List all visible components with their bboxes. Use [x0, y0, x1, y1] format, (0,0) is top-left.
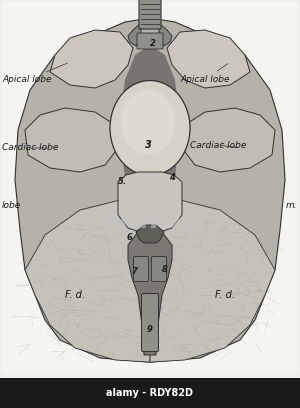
Text: Apical lobe: Apical lobe	[180, 64, 230, 84]
Text: Apical lobe: Apical lobe	[2, 63, 68, 84]
FancyBboxPatch shape	[2, 2, 298, 372]
Text: Cardiac lobe: Cardiac lobe	[2, 144, 58, 153]
Text: Cardiac lobe: Cardiac lobe	[190, 140, 246, 149]
Ellipse shape	[110, 80, 190, 175]
Polygon shape	[25, 200, 150, 362]
Polygon shape	[118, 172, 182, 232]
Text: 9: 9	[147, 326, 153, 335]
Polygon shape	[120, 45, 180, 365]
Text: lobe: lobe	[2, 200, 21, 209]
Text: F. d.: F. d.	[65, 290, 85, 300]
Text: alamy: alamy	[98, 206, 202, 235]
FancyBboxPatch shape	[142, 293, 158, 352]
Text: 2: 2	[150, 38, 156, 47]
Ellipse shape	[121, 89, 176, 155]
Polygon shape	[150, 200, 275, 362]
Polygon shape	[136, 225, 164, 243]
Text: 4: 4	[169, 173, 175, 182]
FancyBboxPatch shape	[137, 33, 163, 49]
Text: m.: m.	[286, 200, 298, 209]
Text: 8: 8	[162, 266, 168, 275]
Text: 5.: 5.	[118, 177, 127, 186]
Polygon shape	[25, 108, 118, 172]
Polygon shape	[159, 24, 172, 46]
Polygon shape	[15, 18, 285, 362]
FancyBboxPatch shape	[134, 257, 148, 282]
Text: 3: 3	[145, 140, 152, 150]
Text: alamy - RDY82D: alamy - RDY82D	[106, 388, 194, 398]
Text: F. d.: F. d.	[215, 290, 235, 300]
Text: 7: 7	[131, 268, 137, 277]
Text: 6: 6	[127, 233, 133, 242]
Polygon shape	[182, 108, 275, 172]
Polygon shape	[50, 30, 133, 88]
Polygon shape	[128, 24, 141, 46]
FancyBboxPatch shape	[152, 257, 166, 282]
Polygon shape	[128, 232, 172, 355]
FancyBboxPatch shape	[139, 0, 161, 29]
Polygon shape	[167, 30, 250, 88]
Bar	[0, 378, 300, 408]
